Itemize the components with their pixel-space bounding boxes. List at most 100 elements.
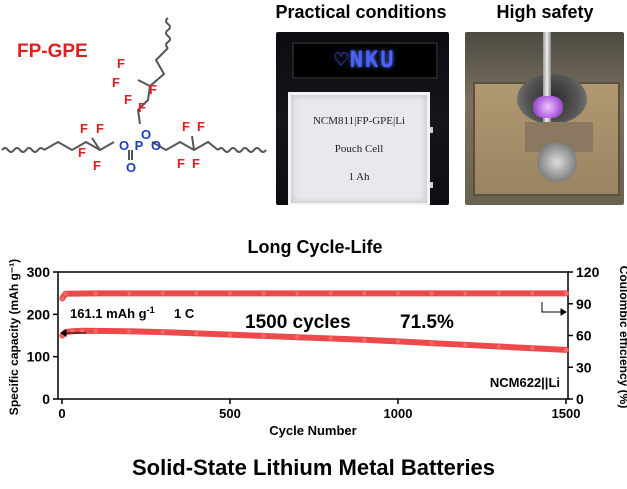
data-point-right bbox=[395, 291, 401, 296]
fluorine-atom: F bbox=[149, 82, 157, 97]
phosphorus-atom: P bbox=[135, 138, 144, 153]
pouch-cell-photo: ♡NKU NCM811|FP-GPE|Li Pouch Cell 1 Ah bbox=[276, 32, 449, 205]
data-point-right bbox=[227, 291, 233, 296]
pouch-label-line2: Pouch Cell bbox=[334, 143, 384, 155]
right-axis-arrow-line bbox=[541, 302, 562, 313]
practical-conditions-heading: Practical conditions bbox=[275, 2, 447, 22]
data-point-right bbox=[295, 291, 300, 296]
y-axis-right-ticks: 0 30 60 90 120 bbox=[568, 264, 600, 407]
y-left-tick-label: 100 bbox=[27, 349, 51, 365]
chart-title: Long Cycle-Life bbox=[247, 237, 383, 257]
led-display: ♡NKU bbox=[292, 42, 438, 79]
data-point-right bbox=[530, 291, 535, 296]
data-point-right bbox=[362, 291, 367, 296]
data-point-left bbox=[127, 329, 132, 334]
fluorine-atom: F bbox=[177, 156, 185, 171]
data-point-left bbox=[194, 331, 199, 336]
right-axis-arrow-head bbox=[560, 308, 567, 316]
top-cf-bond bbox=[137, 79, 151, 87]
fluorine-atom: F bbox=[112, 75, 120, 90]
cell-annotation: NCM622||Li bbox=[490, 375, 560, 390]
y-axis-left-label: Specific capacity (mAh g⁻¹) bbox=[7, 259, 21, 415]
right-chain bbox=[151, 140, 219, 152]
y-right-tick-label: 60 bbox=[576, 328, 592, 344]
y-axis-right-label: Coulombic efficiency (%) bbox=[617, 266, 627, 409]
data-point-right bbox=[563, 291, 569, 296]
data-point-left bbox=[395, 339, 401, 344]
fluorine-atom: F bbox=[197, 119, 205, 134]
fluorine-atom: F bbox=[138, 100, 146, 115]
data-point-right bbox=[194, 291, 199, 296]
footer-title: Solid-State Lithium Metal Batteries bbox=[131, 455, 496, 480]
data-point-right bbox=[60, 296, 65, 301]
y-right-tick-label: 0 bbox=[576, 391, 584, 407]
data-point-left bbox=[227, 332, 233, 337]
x-tick-label: 0 bbox=[58, 406, 65, 421]
data-point-left bbox=[530, 346, 535, 351]
x-tick-label: 500 bbox=[219, 406, 241, 421]
fluorine-atom: F bbox=[96, 121, 104, 136]
series-line-left bbox=[59, 327, 569, 353]
y-right-tick-label: 120 bbox=[576, 264, 600, 280]
x-axis-label: Cycle Number bbox=[269, 423, 356, 438]
right-tail bbox=[217, 147, 267, 153]
fluorine-atom: F bbox=[80, 121, 88, 136]
cell-glow bbox=[533, 96, 563, 118]
y-right-tick-label: 30 bbox=[576, 359, 592, 375]
oxygen-atom: O bbox=[141, 127, 151, 142]
data-point-right bbox=[93, 291, 98, 296]
oxygen-atom: O bbox=[119, 138, 129, 153]
data-point-right bbox=[63, 291, 68, 296]
left-chain bbox=[43, 140, 115, 152]
y-right-tick-label: 90 bbox=[576, 296, 592, 312]
oxygen-atom: O bbox=[126, 160, 136, 175]
pouch-cell: NCM811|FP-GPE|Li Pouch Cell 1 Ah bbox=[288, 92, 430, 205]
right-cf-bond bbox=[191, 135, 195, 151]
data-point-left bbox=[295, 334, 300, 340]
cycle-life-chart: 0 500 1000 1500 0 100 200 300 0 30 60 90 120 Cycle… bbox=[7, 259, 627, 438]
fluorine-atom: F bbox=[93, 158, 101, 173]
data-point-left bbox=[261, 333, 266, 339]
fluorine-atom: F bbox=[192, 156, 200, 171]
data-point-right bbox=[328, 291, 333, 296]
y-axis-left-ticks: 0 100 200 300 bbox=[27, 264, 58, 407]
pouch-label-line1: NCM811|FP-GPE|Li bbox=[312, 115, 405, 127]
fluorine-atom: F bbox=[182, 119, 190, 134]
data-point-left bbox=[328, 336, 333, 341]
data-point-left bbox=[69, 329, 75, 334]
data-point-left bbox=[160, 329, 165, 335]
data-point-right bbox=[160, 291, 165, 296]
axis-indicator-arrows bbox=[60, 302, 567, 337]
rate-label: 1 C bbox=[174, 306, 195, 321]
retention-annotation: 71.5% bbox=[400, 312, 454, 333]
data-point-right bbox=[261, 291, 266, 296]
data-point-right bbox=[463, 291, 468, 296]
x-tick-label: 1000 bbox=[384, 406, 413, 421]
data-point-right bbox=[496, 291, 501, 296]
molecule-bonds bbox=[1, 17, 267, 160]
left-axis-arrow-head bbox=[60, 329, 67, 337]
series-line-right bbox=[59, 290, 569, 302]
data-point-left bbox=[362, 337, 367, 342]
fluorine-atom: F bbox=[117, 56, 125, 71]
left-tail bbox=[1, 147, 45, 153]
oxygen-atom: O bbox=[151, 138, 161, 153]
data-point-left bbox=[429, 340, 434, 346]
molecule-name: FP-GPE bbox=[17, 41, 88, 62]
data-point-left bbox=[93, 328, 98, 334]
coin-cell bbox=[537, 142, 577, 182]
data-point-right bbox=[429, 291, 434, 296]
y-left-tick-label: 200 bbox=[27, 306, 51, 322]
fluorine-atom: F bbox=[124, 92, 132, 107]
top-tail bbox=[165, 17, 171, 49]
fluorine-atom: F bbox=[78, 145, 86, 160]
data-point-right bbox=[127, 291, 132, 296]
pouch-label-line3: 1 Ah bbox=[348, 171, 370, 183]
data-point-left bbox=[563, 347, 569, 353]
y-left-tick-label: 300 bbox=[27, 264, 51, 280]
high-safety-heading: High safety bbox=[496, 2, 594, 22]
data-point-left bbox=[79, 328, 85, 334]
penetration-nail bbox=[543, 32, 551, 122]
